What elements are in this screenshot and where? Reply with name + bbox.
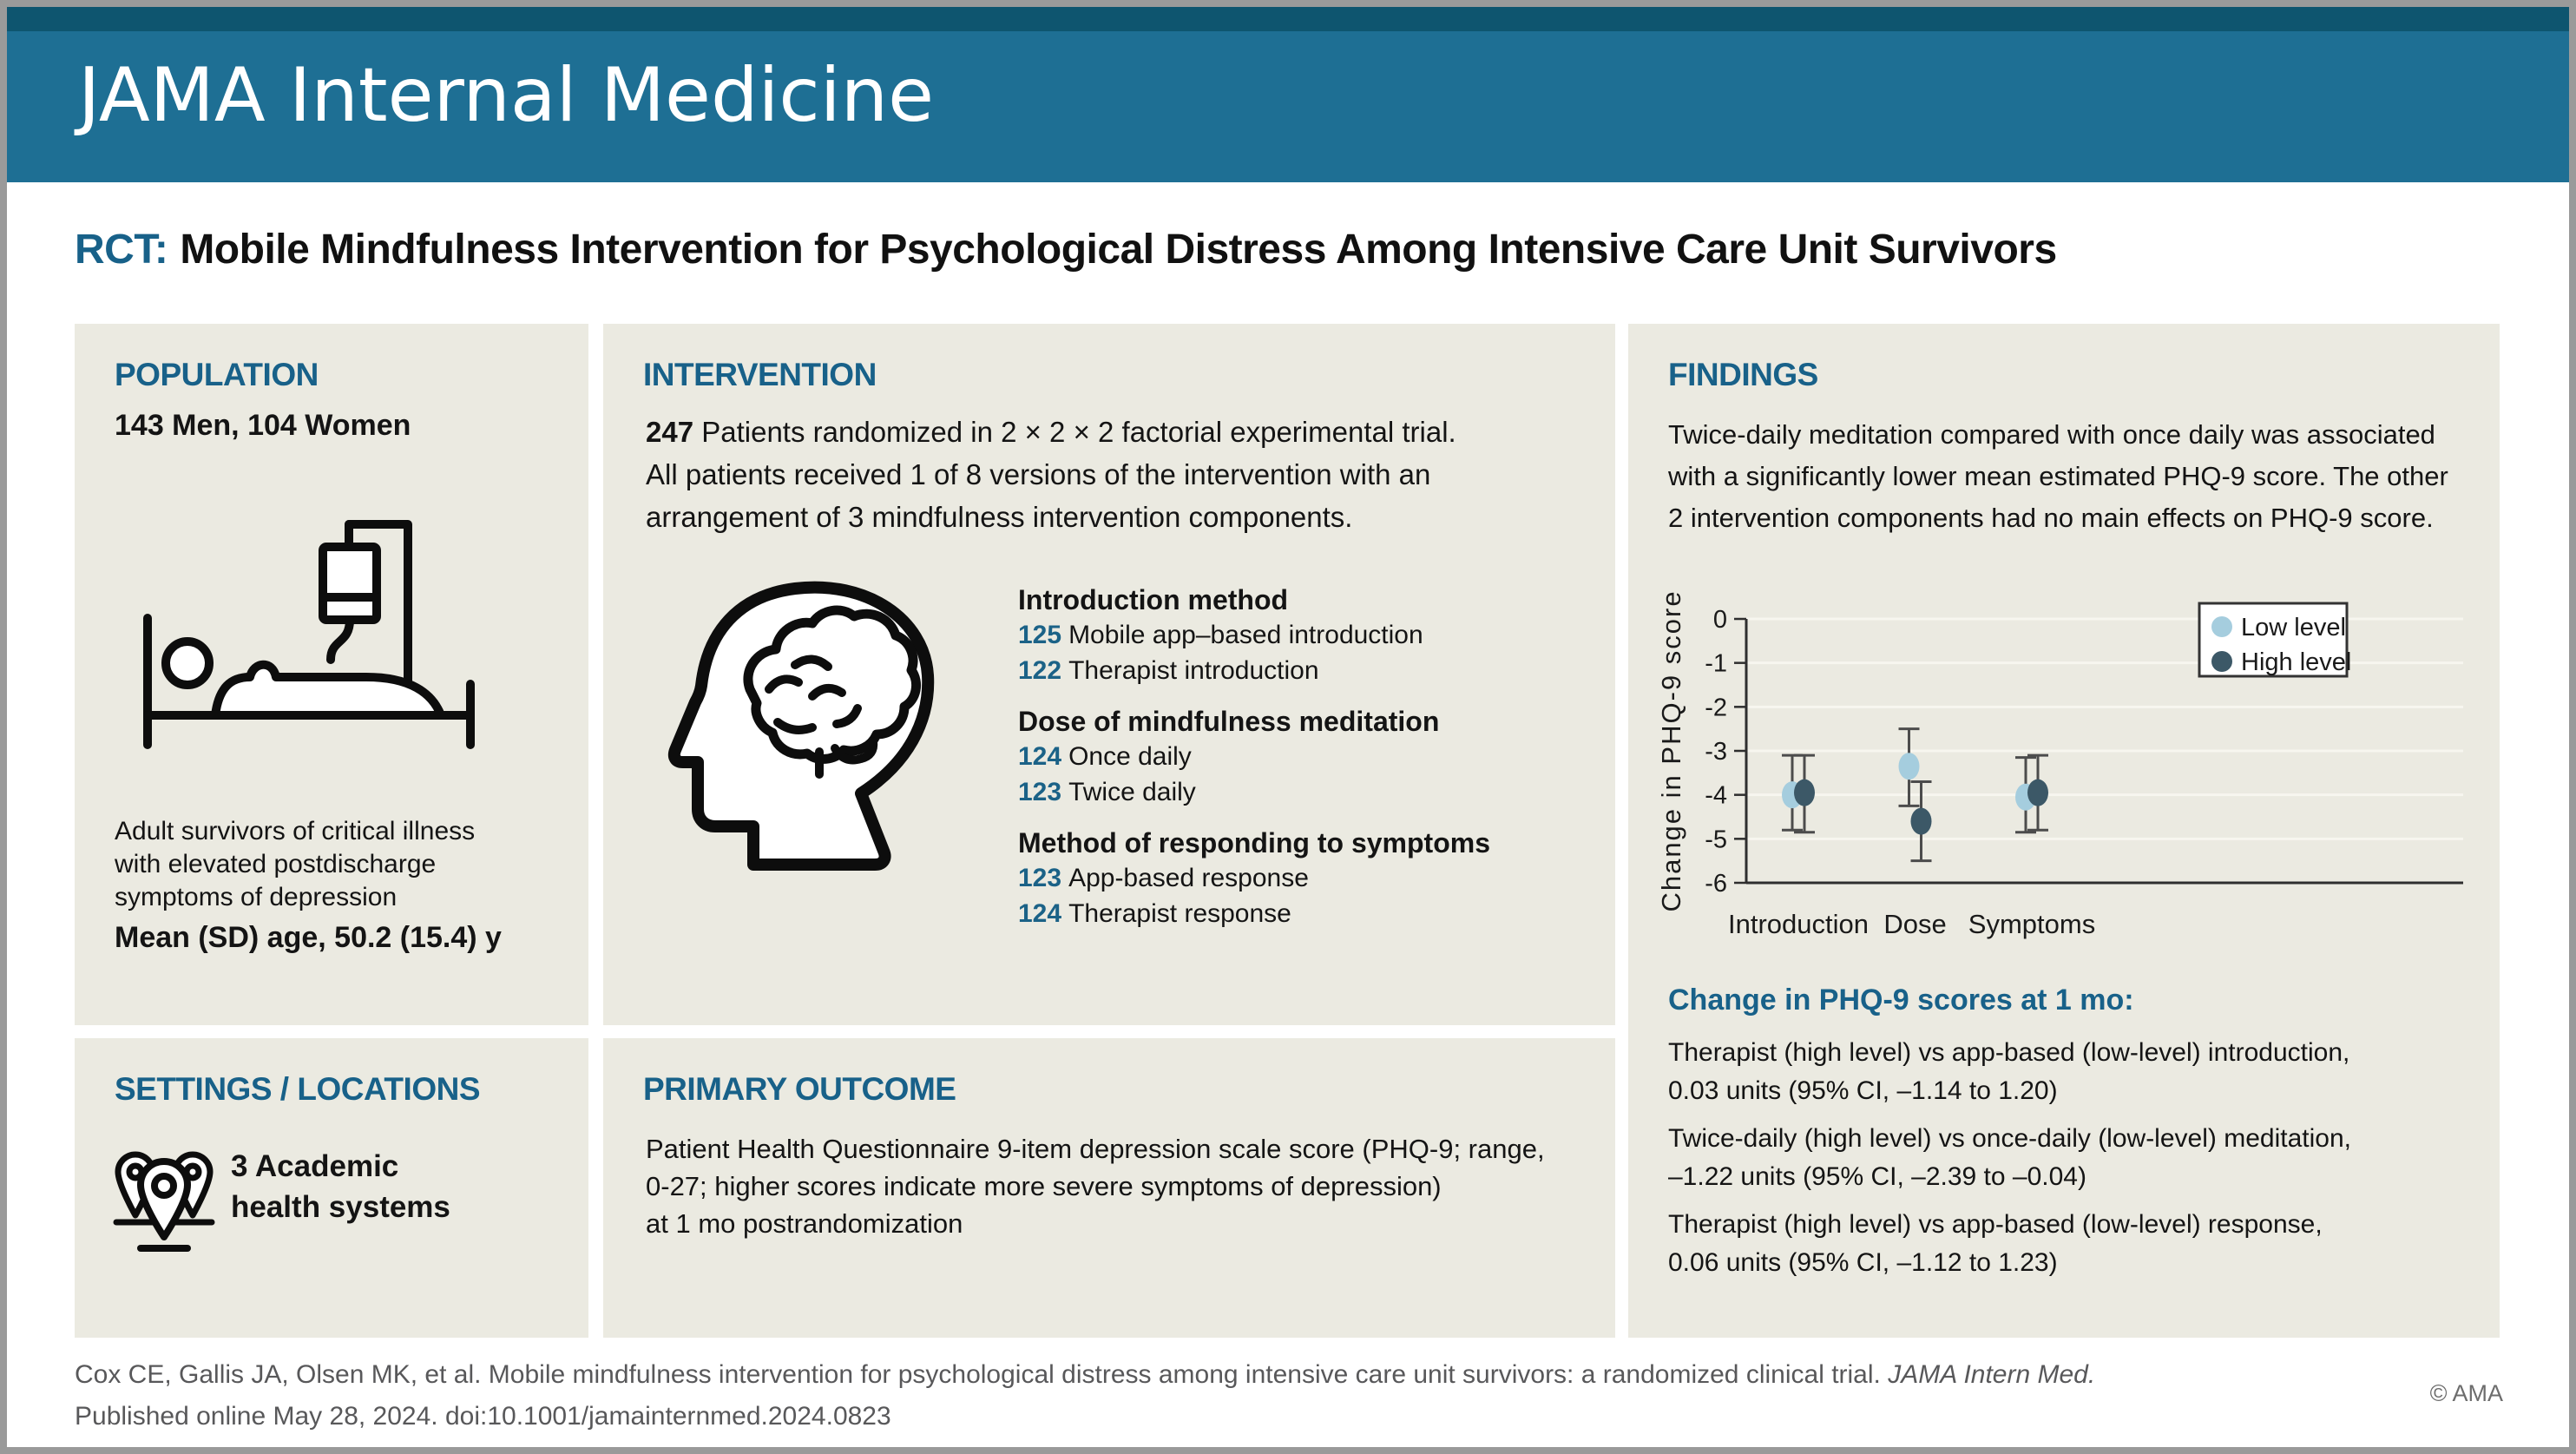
finding-result: Therapist (high level) vs app-based (low… bbox=[1668, 1038, 2350, 1105]
intervention-count: 247 bbox=[646, 416, 694, 448]
item-count: 122 bbox=[1018, 656, 1062, 685]
settings-heading: SETTINGS / LOCATIONS bbox=[115, 1071, 481, 1107]
group-item: 123 App-based response bbox=[1018, 860, 1490, 896]
svg-text:-4: -4 bbox=[1705, 782, 1727, 810]
svg-text:-6: -6 bbox=[1705, 870, 1727, 898]
svg-text:High level: High level bbox=[2241, 648, 2351, 676]
intervention-group-introduction: Introduction method 125 Mobile app–based … bbox=[1018, 582, 1490, 688]
svg-text:Symptoms: Symptoms bbox=[1968, 909, 2095, 939]
group-heading: Method of responding to symptoms bbox=[1018, 827, 1490, 859]
findings-results: Therapist (high level) vs app-based (low… bbox=[1668, 1034, 2351, 1292]
article-type-tag: RCT: bbox=[75, 227, 168, 273]
copyright: © AMA bbox=[2429, 1380, 2503, 1406]
article-title-text: Mobile Mindfulness Intervention for Psyc… bbox=[180, 227, 2057, 273]
citation-journal: JAMA Intern Med. bbox=[1888, 1360, 2096, 1389]
finding-result: Twice-daily (high level) vs once-daily (… bbox=[1668, 1124, 2351, 1191]
finding-result: Therapist (high level) vs app-based (low… bbox=[1668, 1210, 2323, 1277]
journal-title: JAMA Internal Medicine bbox=[78, 52, 935, 139]
intervention-groups: Introduction method 125 Mobile app–based … bbox=[1018, 582, 1490, 947]
population-stat: 143 Men, 104 Women bbox=[115, 409, 411, 442]
population-panel: POPULATION 143 Men, 104 Women Adult surv… bbox=[75, 324, 588, 1025]
intervention-group-response: Method of responding to symptoms 123 App-… bbox=[1018, 826, 1490, 931]
svg-text:-5: -5 bbox=[1705, 826, 1727, 853]
item-count: 124 bbox=[1018, 899, 1062, 928]
group-item: 124 Once daily bbox=[1018, 739, 1490, 774]
svg-text:-2: -2 bbox=[1705, 694, 1727, 721]
journal-masthead: JAMA Internal Medicine bbox=[7, 7, 2569, 182]
item-label: Once daily bbox=[1068, 742, 1192, 771]
svg-text:-1: -1 bbox=[1705, 650, 1727, 678]
svg-text:Dose: Dose bbox=[1883, 909, 1946, 939]
article-title: RCT: Mobile Mindfulness Intervention for … bbox=[75, 226, 2057, 273]
findings-panel: FINDINGS Twice-daily meditation compared… bbox=[1628, 324, 2500, 1338]
item-label: Twice daily bbox=[1068, 778, 1196, 806]
citation: Cox CE, Gallis JA, Olsen MK, et al. Mobi… bbox=[75, 1360, 2096, 1431]
item-count: 123 bbox=[1018, 778, 1062, 806]
svg-text:0: 0 bbox=[1713, 606, 1727, 634]
item-count: 123 bbox=[1018, 864, 1062, 892]
intervention-panel: INTERVENTION 247 Patients randomized in … bbox=[603, 324, 1615, 1025]
intervention-heading: INTERVENTION bbox=[643, 357, 877, 392]
primary-outcome-text: Patient Health Questionnaire 9-item depr… bbox=[646, 1134, 1545, 1239]
svg-text:Low level: Low level bbox=[2241, 614, 2346, 641]
population-description: Adult survivors of critical illness with… bbox=[115, 817, 476, 911]
map-pins-icon bbox=[113, 1151, 215, 1252]
intervention-intro: 247 Patients randomized in 2 × 2 × 2 fac… bbox=[646, 416, 1456, 533]
item-label: App-based response bbox=[1068, 864, 1309, 892]
settings-panel: SETTINGS / LOCATIONS 3 Academic health s… bbox=[75, 1038, 588, 1338]
group-item: 122 Therapist introduction bbox=[1018, 653, 1490, 688]
item-count: 124 bbox=[1018, 742, 1062, 771]
group-heading: Dose of mindfulness meditation bbox=[1018, 706, 1440, 737]
population-age: Mean (SD) age, 50.2 (15.4) y bbox=[115, 921, 502, 954]
findings-subheading: Change in PHQ-9 scores at 1 mo: bbox=[1668, 984, 2134, 1016]
svg-text:-3: -3 bbox=[1705, 738, 1727, 766]
item-label: Therapist response bbox=[1068, 899, 1291, 928]
phq9-change-chart: 0 -1 -2 -3 -4 -5 -6 Change in PHQ-9 score Introd… bbox=[1656, 589, 2463, 939]
group-heading: Introduction method bbox=[1018, 584, 1289, 615]
findings-heading: FINDINGS bbox=[1668, 357, 1818, 392]
svg-text:Introduction: Introduction bbox=[1728, 909, 1869, 939]
population-heading: POPULATION bbox=[115, 357, 319, 392]
group-item: 123 Twice daily bbox=[1018, 774, 1490, 810]
intervention-group-dose: Dose of mindfulness meditation 124 Once d… bbox=[1018, 704, 1490, 810]
primary-outcome-heading: PRIMARY OUTCOME bbox=[643, 1071, 956, 1107]
item-label: Mobile app–based introduction bbox=[1068, 621, 1423, 649]
settings-value: 3 Academic health systems bbox=[231, 1149, 450, 1224]
item-count: 125 bbox=[1018, 621, 1062, 649]
head-with-brain-icon bbox=[667, 581, 935, 871]
findings-summary: Twice-daily meditation compared with onc… bbox=[1668, 419, 2448, 533]
patient-in-hospital-bed-icon bbox=[143, 520, 475, 749]
masthead-accent-strip bbox=[7, 7, 2569, 31]
svg-text:Change in PHQ-9 score: Change in PHQ-9 score bbox=[1656, 589, 1686, 911]
group-item: 125 Mobile app–based introduction bbox=[1018, 617, 1490, 653]
group-item: 124 Therapist response bbox=[1018, 896, 1490, 931]
primary-outcome-panel: PRIMARY OUTCOME Patient Health Questionn… bbox=[603, 1038, 1615, 1338]
item-label: Therapist introduction bbox=[1068, 656, 1319, 685]
